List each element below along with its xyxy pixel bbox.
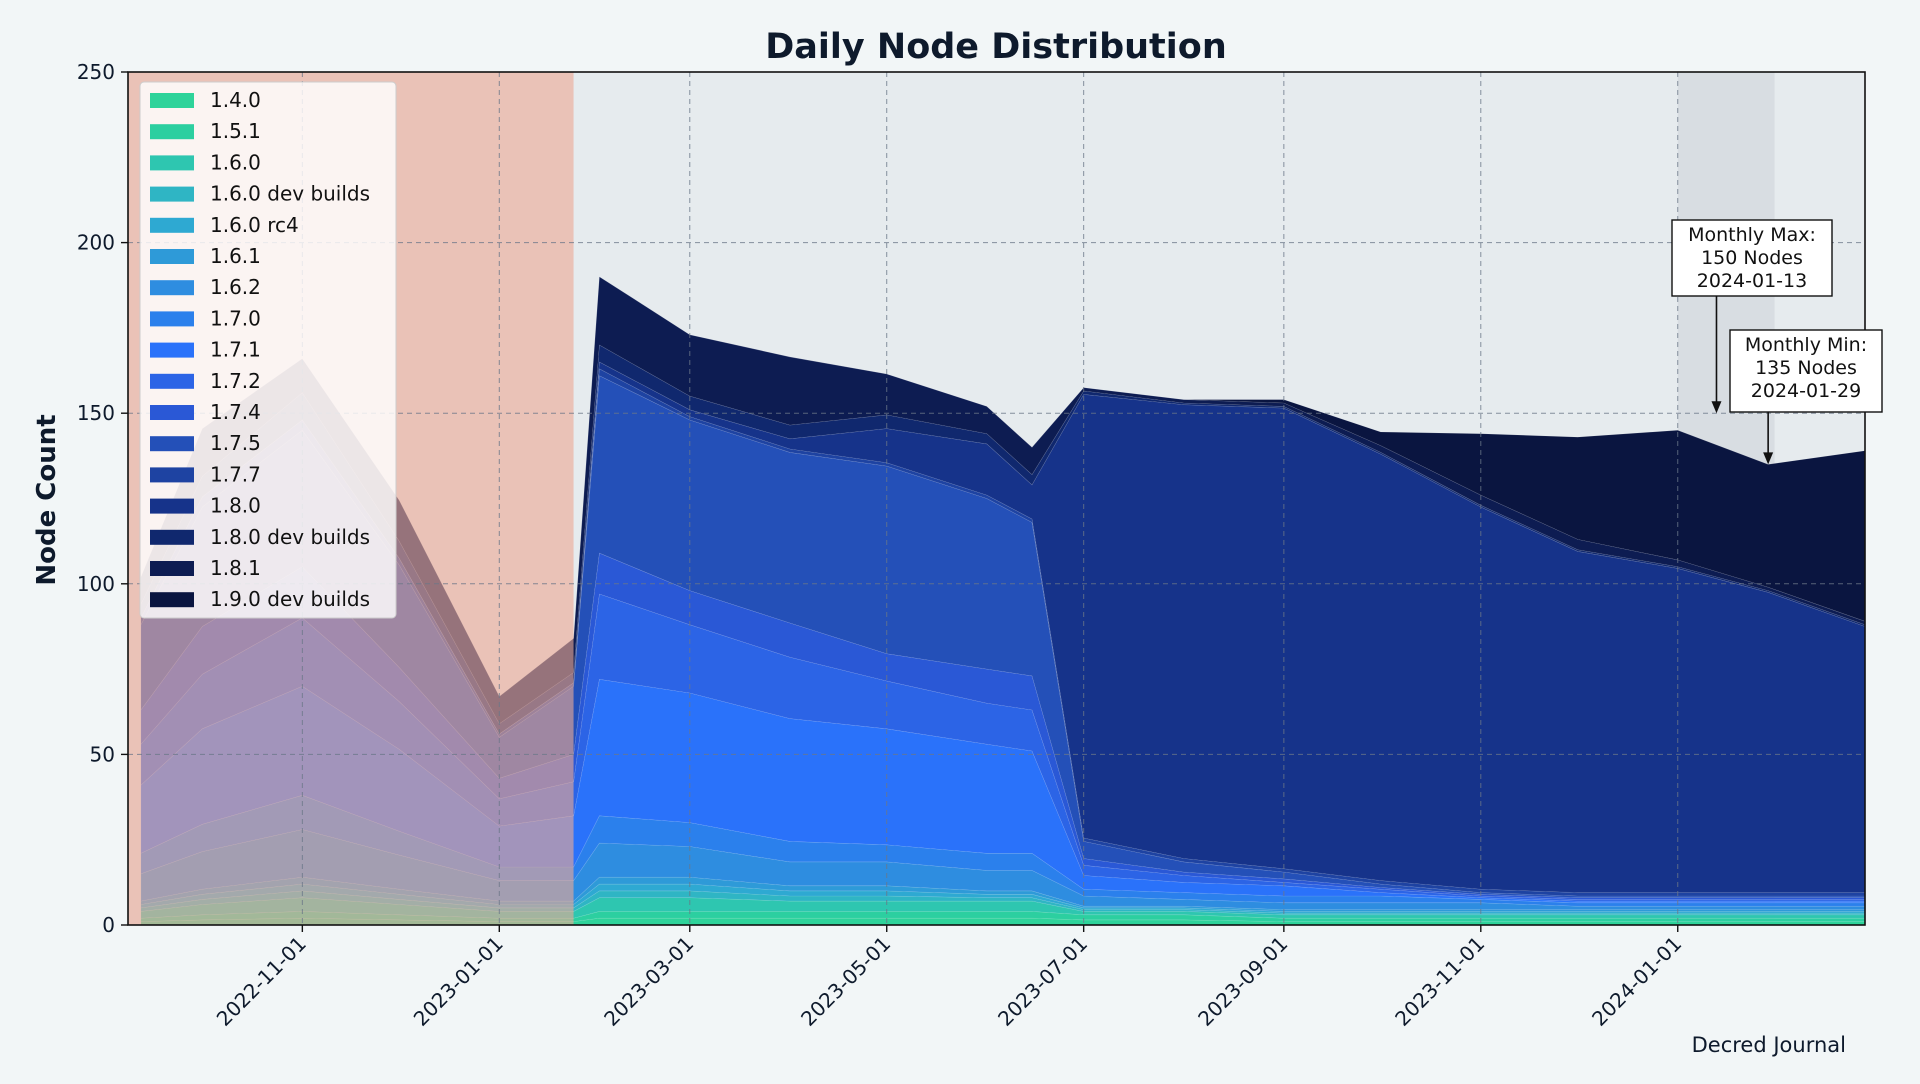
legend-label: 1.6.0 rc4 [210, 213, 299, 237]
legend-swatch [150, 405, 194, 420]
legend-label: 1.4.0 [210, 88, 261, 112]
legend-label: 1.7.5 [210, 431, 261, 455]
legend-label: 1.6.1 [210, 244, 261, 268]
y-tick-label: 50 [90, 742, 115, 766]
legend-label: 1.8.0 [210, 494, 261, 518]
legend-label: 1.6.0 [210, 150, 261, 174]
legend-box [139, 81, 397, 619]
legend-label: 1.8.0 dev builds [210, 525, 370, 549]
legend-label: 1.7.0 [210, 306, 261, 330]
annotation-line: 2024-01-29 [1751, 380, 1861, 402]
legend-label: 1.7.7 [210, 462, 261, 486]
y-tick-label: 200 [77, 231, 115, 255]
y-tick-label: 150 [77, 401, 115, 425]
legend-swatch [150, 561, 194, 576]
legend-label: 1.7.1 [210, 338, 261, 362]
legend-swatch [150, 155, 194, 171]
chart-title: Daily Node Distribution [765, 27, 1227, 67]
legend-label: 1.9.0 dev builds [210, 587, 370, 611]
legend-label: 1.6.2 [210, 275, 261, 299]
legend: 1.4.0 1.5.1 1.6.0 1.6.0 dev builds 1.6.0 rc4… [139, 81, 397, 619]
legend-swatch [150, 280, 194, 296]
legend-swatch [150, 311, 194, 327]
legend-swatch [150, 592, 194, 608]
annotation-arrowhead [1711, 401, 1722, 414]
legend-swatch [150, 498, 194, 514]
legend-label: 1.5.1 [210, 119, 261, 143]
legend-label: 1.7.4 [210, 400, 261, 424]
plot-frame [127, 71, 1866, 926]
legend-swatch [150, 467, 194, 483]
legend-swatch [150, 124, 194, 140]
annotation-box [1671, 219, 1833, 297]
y-tick-label: 0 [102, 913, 115, 937]
annotation-line: 135 Nodes [1755, 357, 1857, 379]
axes [127, 71, 1866, 926]
annotation-box [1729, 329, 1883, 413]
legend-swatch [150, 186, 194, 202]
watermark: Decred Journal [1692, 1033, 1846, 1057]
annotation-arrowhead [1763, 452, 1774, 465]
legend-swatch [150, 373, 194, 389]
annotation-line: Monthly Min: [1745, 334, 1867, 356]
legend-swatch [150, 436, 194, 452]
y-axis-label: Node Count [32, 414, 62, 585]
annotation-line: 150 Nodes [1701, 247, 1803, 269]
legend-label: 1.7.2 [210, 369, 261, 393]
legend-swatch [150, 249, 194, 264]
legend-swatch [150, 342, 194, 358]
legend-label: 1.6.0 dev builds [210, 182, 370, 206]
y-ticks: 0 50 100 150 200 250 [77, 60, 128, 937]
annotation-line: Monthly Max: [1688, 224, 1816, 246]
legend-swatch [150, 529, 194, 545]
legend-label: 1.8.1 [210, 556, 261, 580]
legend-swatch [150, 93, 194, 108]
y-tick-label: 250 [77, 60, 115, 84]
annotation-line: 2024-01-13 [1697, 270, 1807, 292]
y-tick-label: 100 [77, 572, 115, 596]
legend-swatch [150, 217, 194, 233]
